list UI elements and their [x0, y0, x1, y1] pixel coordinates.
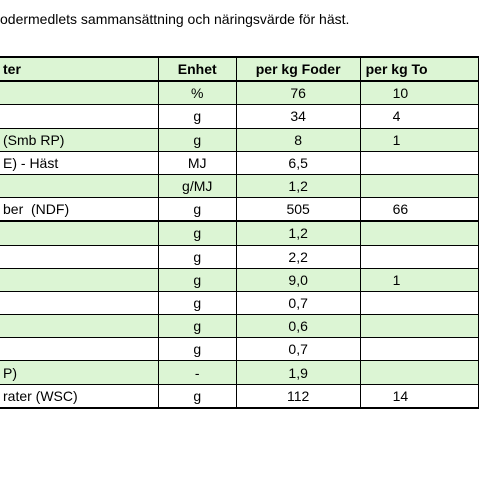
table-cell: 0,7 — [235, 290, 361, 316]
table-cell — [0, 220, 159, 246]
table-cell — [359, 360, 480, 385]
table-cell: g — [157, 337, 237, 362]
table-cell — [0, 314, 159, 339]
table-cell: 1,2 — [235, 220, 361, 246]
header-row: ter Enhet per kg Foder per kg To — [0, 55, 480, 83]
table-cell: g — [157, 383, 237, 409]
table-cell — [359, 290, 480, 316]
table-cell — [359, 220, 480, 246]
table-cell: g — [157, 127, 237, 152]
table-cell — [359, 173, 480, 199]
table-cell: 4 — [359, 104, 480, 129]
table-cell: 0,6 — [235, 314, 361, 339]
table-body: % 76 10 g 34 4 (Smb RP) g 8 1 E) - Häst MJ 6,5 g/MJ 1,… — [0, 80, 480, 409]
table-cell: 112 — [235, 383, 361, 409]
table-cell: g — [157, 104, 237, 129]
table-cell: E) - Häst — [0, 150, 159, 175]
table-row: g 1,2 — [0, 220, 480, 246]
table-row: rater (WSC) g 112 14 — [0, 383, 480, 409]
table-cell: % — [157, 80, 237, 106]
table-cell: 76 — [235, 80, 361, 106]
table-row: % 76 10 — [0, 80, 480, 106]
table-row: ber (NDF) g 505 66 — [0, 197, 480, 223]
header-cell: ter — [0, 55, 159, 83]
header-cell: per kg Foder — [235, 55, 361, 83]
table-cell — [0, 104, 159, 129]
title: odermedlets sammansättning och näringsvä… — [0, 11, 350, 27]
table-cell: 1,2 — [235, 173, 361, 199]
table-cell: 66 — [359, 197, 480, 223]
table-cell: 1 — [359, 127, 480, 152]
header-cell: Enhet — [157, 55, 237, 83]
table-cell: P) — [0, 360, 159, 385]
table-cell — [0, 173, 159, 199]
table-cell: 34 — [235, 104, 361, 129]
table-cell: 14 — [359, 383, 480, 409]
table-cell — [0, 80, 159, 106]
table-cell: 8 — [235, 127, 361, 152]
table-cell — [0, 290, 159, 316]
table-cell — [359, 337, 480, 362]
table-row: g 0,7 — [0, 290, 480, 316]
table-cell: g — [157, 244, 237, 269]
nutrition-table: ter Enhet per kg Foder per kg To % 76 10 g 34 4(… — [0, 55, 480, 409]
table-cell: - — [157, 360, 237, 385]
table-cell — [359, 150, 480, 175]
table-cell — [0, 267, 159, 292]
table-cell: 0,7 — [235, 337, 361, 362]
table-row: g 0,7 — [0, 337, 480, 362]
table-row: g 34 4 — [0, 104, 480, 129]
table-row: g 2,2 — [0, 244, 480, 269]
table-cell: rater (WSC) — [0, 383, 159, 409]
table-row: g 9,0 1 — [0, 267, 480, 292]
table-cell: MJ — [157, 150, 237, 175]
table-cell: g/MJ — [157, 173, 237, 199]
table-cell: 1,9 — [235, 360, 361, 385]
table-cell: g — [157, 220, 237, 246]
header-cell: per kg To — [359, 55, 480, 83]
table-cell — [0, 337, 159, 362]
table-cell: g — [157, 314, 237, 339]
table-cell: 10 — [359, 80, 480, 106]
table-cell: 6,5 — [235, 150, 361, 175]
table-cell — [0, 244, 159, 269]
table-cell: 2,2 — [235, 244, 361, 269]
table-cell: 9,0 — [235, 267, 361, 292]
table-cell: (Smb RP) — [0, 127, 159, 152]
table-cell: 505 — [235, 197, 361, 223]
table-row: E) - Häst MJ 6,5 — [0, 150, 480, 175]
table-row: g 0,6 — [0, 314, 480, 339]
table-cell: 1 — [359, 267, 480, 292]
table-cell: g — [157, 290, 237, 316]
table-row: P) -1,9 — [0, 360, 480, 385]
table-cell: g — [157, 197, 237, 223]
table-cell: ber (NDF) — [0, 197, 159, 223]
table-row: (Smb RP) g 8 1 — [0, 127, 480, 152]
table-row: g/MJ 1,2 — [0, 173, 480, 199]
table-cell — [359, 314, 480, 339]
table-cell — [359, 244, 480, 269]
table-cell: g — [157, 267, 237, 292]
